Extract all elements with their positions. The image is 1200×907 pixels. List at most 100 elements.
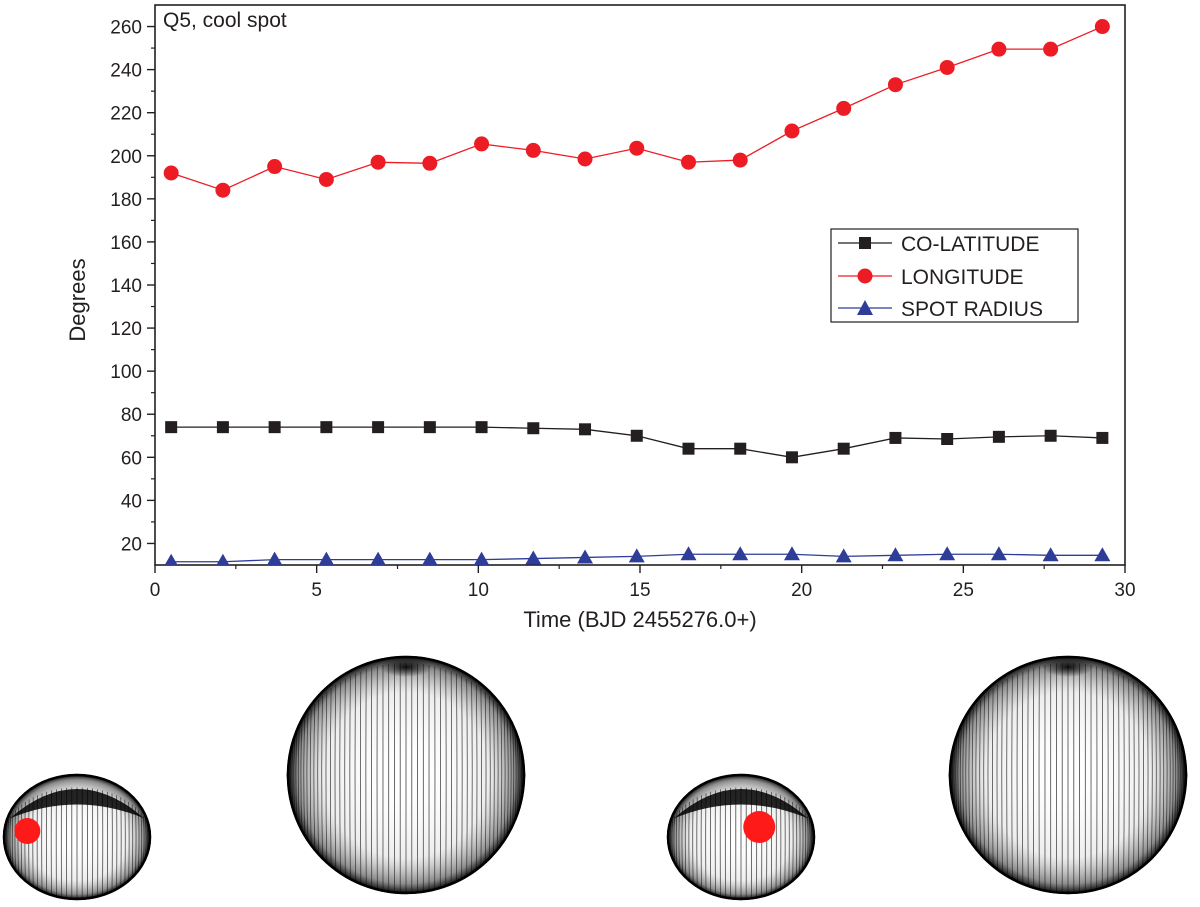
data-point <box>836 100 852 116</box>
x-tick-label: 10 <box>468 580 489 601</box>
legend-label-spot-radius: SPOT RADIUS <box>901 298 1043 321</box>
data-point <box>630 429 643 442</box>
chart-title: Q5, cool spot <box>163 9 287 32</box>
star-dark-cap <box>673 788 809 819</box>
x-tick-label: 25 <box>953 580 974 601</box>
data-point <box>525 142 541 158</box>
data-point <box>423 421 436 434</box>
data-point <box>783 546 800 561</box>
data-point <box>579 423 592 436</box>
data-point <box>474 136 490 152</box>
data-point <box>216 421 229 434</box>
series-co-latitude <box>165 421 1109 464</box>
x-tick-label: 30 <box>1114 580 1135 601</box>
data-point <box>628 548 645 563</box>
data-point <box>268 421 281 434</box>
star-spot <box>743 811 776 843</box>
data-point <box>889 431 902 444</box>
data-point <box>941 433 954 445</box>
data-point <box>527 422 540 435</box>
chart: 0 5 10 15 20 25 30 20 40 60 80 100 120 140 160 180 200 22… <box>65 4 1136 632</box>
legend-item-spot-radius: SPOT RADIUS <box>838 298 1043 321</box>
data-point <box>734 442 747 455</box>
data-point <box>215 182 231 198</box>
data-point <box>267 159 283 175</box>
data-point <box>939 546 956 561</box>
data-point <box>680 546 697 561</box>
legend-circle-marker <box>857 268 873 284</box>
data-point <box>992 430 1005 443</box>
data-point <box>318 551 335 565</box>
y-tick-label: 140 <box>110 276 142 297</box>
data-point <box>991 41 1007 57</box>
y-tick-label: 200 <box>110 147 142 168</box>
data-point <box>475 421 488 434</box>
series-layer <box>163 19 1111 565</box>
star-pole-cap <box>1042 657 1094 677</box>
data-point <box>320 421 333 434</box>
x-tick-label: 15 <box>629 580 650 601</box>
data-point <box>682 442 695 455</box>
data-point <box>732 546 749 561</box>
data-point <box>266 551 283 565</box>
data-point <box>370 551 386 565</box>
star-image <box>666 773 816 901</box>
y-tick-label: 160 <box>110 233 142 254</box>
data-point <box>164 553 178 565</box>
data-point <box>577 549 594 564</box>
y-tick-label: 260 <box>110 18 142 39</box>
legend-triangle-marker <box>857 300 873 315</box>
data-point <box>939 59 955 75</box>
data-point <box>629 140 645 156</box>
data-point <box>1043 41 1059 57</box>
y-tick-label: 40 <box>121 491 142 512</box>
axes: 0 5 10 15 20 25 30 20 40 60 80 100 120 140 160 180 200 22… <box>110 18 1135 601</box>
y-tick-label: 220 <box>110 104 142 125</box>
x-tick-label: 5 <box>311 580 322 601</box>
y-tick-label: 180 <box>110 190 142 211</box>
data-point <box>990 546 1007 561</box>
legend-square-marker <box>859 237 871 249</box>
star-outline <box>666 773 816 901</box>
y-tick-label: 60 <box>121 448 142 469</box>
star-image <box>948 655 1188 895</box>
data-point <box>887 77 903 93</box>
x-axis-label: Time (BJD 2455276.0+) <box>523 607 756 632</box>
data-point <box>370 154 386 170</box>
y-tick-label: 240 <box>110 61 142 82</box>
y-tick-label: 80 <box>121 405 142 426</box>
data-point <box>1096 431 1109 444</box>
x-tick-label: 0 <box>150 580 161 601</box>
data-point <box>732 152 748 168</box>
data-point <box>835 548 852 563</box>
y-tick-label: 120 <box>110 319 142 340</box>
x-tick-label: 20 <box>791 580 812 601</box>
data-point <box>1094 19 1110 35</box>
data-point <box>784 123 800 139</box>
data-point <box>165 421 178 434</box>
data-point <box>422 155 438 171</box>
data-point <box>1042 547 1059 562</box>
star-limb-shade <box>288 657 524 893</box>
data-point <box>837 442 850 455</box>
star-dark-cap <box>9 788 145 819</box>
data-point <box>372 421 385 434</box>
star-limb-shade <box>950 657 1186 893</box>
star-outline <box>2 773 152 901</box>
legend-label-longitude: LONGITUDE <box>901 266 1024 289</box>
legend-item-longitude: LONGITUDE <box>838 266 1024 289</box>
data-point <box>216 553 230 565</box>
data-point <box>1094 547 1111 562</box>
legend: CO-LATITUDE LONGITUDE SPOT RADIUS <box>830 228 1079 323</box>
y-axis-label: Degrees <box>65 258 90 341</box>
star-image <box>286 655 526 895</box>
data-point <box>473 551 490 565</box>
legend-item-co-latitude: CO-LATITUDE <box>838 233 1039 256</box>
legend-label-co-latitude: CO-LATITUDE <box>901 233 1039 256</box>
data-point <box>422 551 438 565</box>
data-point <box>1044 429 1057 442</box>
y-tick-label: 100 <box>110 362 142 383</box>
star-pole-cap <box>380 657 432 677</box>
star-outline <box>286 655 526 895</box>
